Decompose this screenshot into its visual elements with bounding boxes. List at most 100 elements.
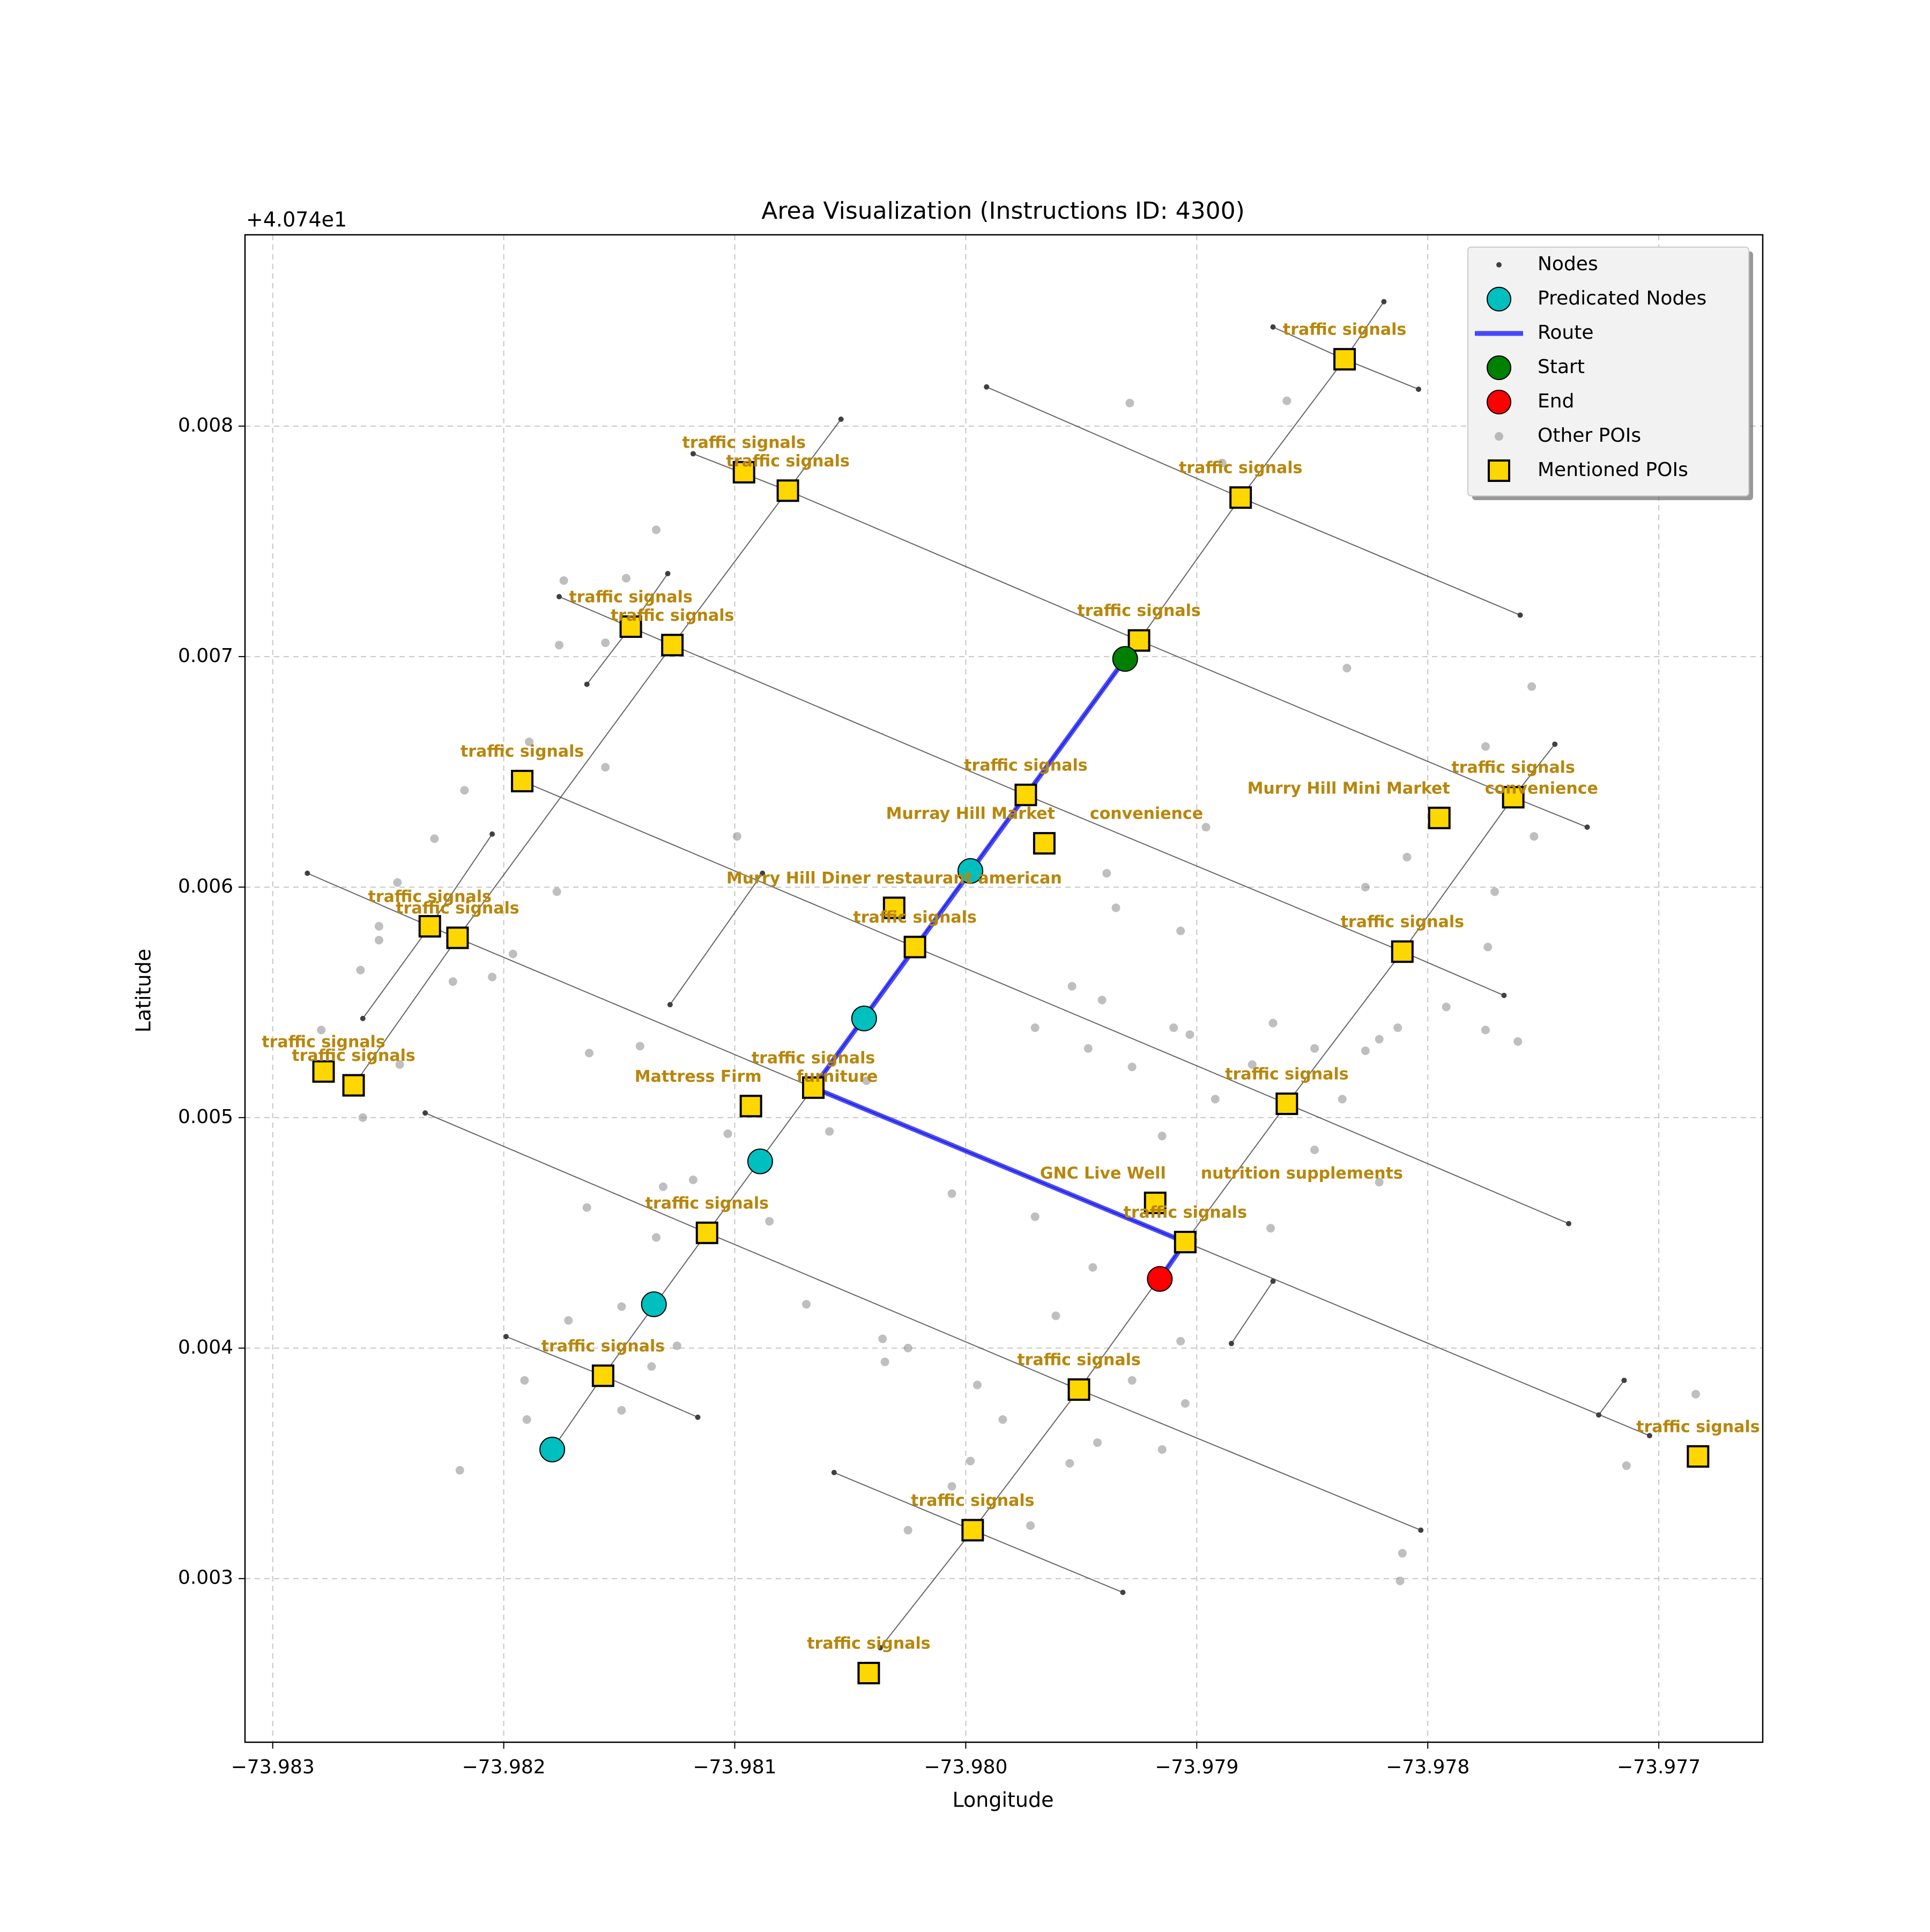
y-tick-label: 0.003: [178, 1567, 233, 1589]
other-poi: [1026, 1521, 1035, 1530]
x-tick-label: −73.983: [231, 1756, 315, 1778]
poi-label: traffic signals: [853, 908, 976, 927]
other-poi: [1402, 852, 1412, 861]
poi-label: traffic signals: [1124, 1203, 1247, 1222]
other-poi: [1481, 1026, 1490, 1035]
node: [838, 416, 844, 422]
other-poi: [651, 525, 660, 534]
other-poi: [1395, 1577, 1405, 1586]
node: [1584, 824, 1590, 830]
mentioned-poi: [1033, 832, 1056, 855]
node: [489, 831, 495, 837]
poi-label: traffic signals: [262, 1032, 385, 1051]
poi-label: traffic signals: [1341, 913, 1464, 932]
other-poi: [1282, 396, 1291, 405]
other-poi: [1530, 832, 1539, 841]
poi-label: traffic signals: [1017, 1351, 1140, 1370]
other-poi: [1342, 664, 1352, 673]
road: [425, 1112, 1421, 1531]
other-poi: [555, 641, 564, 650]
other-poi: [635, 1042, 644, 1051]
other-poi: [1111, 903, 1120, 912]
other-poi: [1398, 1549, 1407, 1558]
poi-label: traffic signals: [1636, 1417, 1760, 1436]
x-tick-label: −73.979: [1155, 1756, 1238, 1778]
poi-category-label: convenience: [1485, 779, 1598, 798]
poi-label: traffic signals: [1225, 1065, 1348, 1083]
other-poi: [672, 1341, 681, 1350]
node: [760, 871, 766, 876]
other-poi: [393, 878, 402, 887]
legend-label: End: [1538, 390, 1574, 412]
poi-label: traffic signals: [569, 588, 692, 606]
node: [360, 1015, 366, 1021]
y-tick-label: 0.006: [178, 875, 233, 897]
node: [1596, 1412, 1602, 1418]
other-poi: [1483, 942, 1493, 952]
road: [670, 873, 763, 1005]
other-poi: [1393, 1023, 1402, 1032]
poi-label: traffic signals: [911, 1491, 1034, 1510]
x-tick-label: −73.980: [924, 1756, 1007, 1778]
other-poi: [1097, 995, 1107, 1005]
legend-marker: [1495, 432, 1503, 441]
other-poi: [488, 972, 497, 982]
mentioned-poi: [739, 1095, 762, 1118]
other-poi: [520, 1376, 529, 1385]
node-marker: [851, 1005, 877, 1031]
mentioned-poi: [1014, 783, 1037, 806]
y-tick-label: 0.004: [178, 1336, 233, 1358]
mentioned-poi: [732, 460, 755, 484]
other-poi: [947, 1189, 956, 1198]
mentioned-poi: [1275, 1092, 1298, 1115]
node-marker: [957, 858, 984, 884]
other-poi: [617, 1302, 626, 1311]
plot-area: [305, 299, 1710, 1685]
other-poi: [1157, 1132, 1167, 1141]
other-poi: [1375, 1178, 1384, 1187]
legend-marker: [1487, 287, 1511, 311]
plot-frame: [244, 234, 1764, 1743]
poi-label: traffic signals: [1451, 759, 1575, 777]
x-tick-label: −73.977: [1617, 1756, 1701, 1778]
node: [584, 681, 590, 687]
y-axis-label: Latitude: [132, 949, 155, 1032]
node: [1270, 1279, 1276, 1284]
mentioned-poi: [1229, 486, 1252, 509]
other-poi: [825, 1127, 834, 1136]
other-poi: [1093, 1438, 1102, 1447]
poi-label: GNC Live Well: [1040, 1164, 1166, 1183]
other-poi: [621, 574, 630, 583]
x-tick-label: −73.982: [462, 1756, 546, 1778]
other-poi: [395, 1060, 404, 1069]
node: [690, 451, 696, 457]
other-poi: [765, 1217, 774, 1226]
other-poi: [374, 935, 383, 945]
mentioned-poi: [1428, 806, 1451, 829]
node-marker: [747, 1148, 773, 1175]
other-poi: [658, 1182, 667, 1191]
mentioned-poi: [1067, 1378, 1090, 1401]
mentioned-poi: [511, 770, 534, 793]
other-poi: [455, 1466, 464, 1475]
road: [1231, 1281, 1274, 1344]
other-poi: [1513, 1037, 1523, 1046]
other-poi: [947, 1482, 956, 1491]
poi-label: traffic signals: [807, 1634, 930, 1653]
node-marker: [641, 1291, 667, 1318]
other-poi: [1051, 1311, 1060, 1320]
other-poi: [732, 832, 741, 841]
other-poi: [973, 1380, 982, 1389]
node: [556, 594, 562, 600]
legend-marker: [1496, 262, 1502, 267]
poi-label: traffic signals: [461, 742, 584, 761]
other-poi: [1176, 1336, 1185, 1346]
other-poi: [430, 834, 439, 843]
other-poi: [1527, 682, 1536, 691]
node-marker: [539, 1436, 566, 1462]
other-poi: [878, 1334, 887, 1343]
poi-label: traffic signals: [1179, 459, 1302, 478]
other-poi: [1125, 398, 1134, 407]
legend-label: Predicated Nodes: [1538, 287, 1706, 309]
